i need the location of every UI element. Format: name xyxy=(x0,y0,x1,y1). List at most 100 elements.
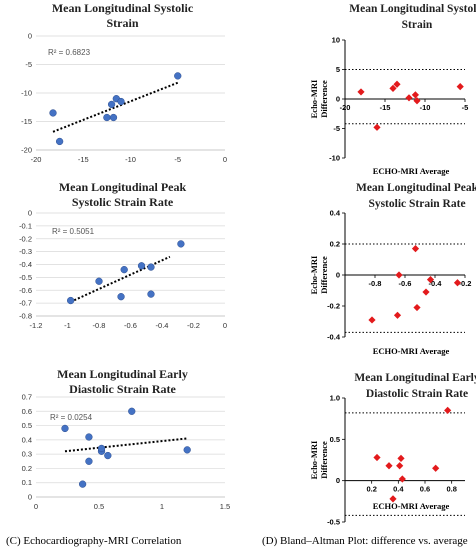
x-axis-label: ECHO-MRI Average xyxy=(373,346,450,356)
y-tick-label: 0.4 xyxy=(330,209,341,218)
x-tick-label: 0 xyxy=(223,155,227,164)
data-point xyxy=(109,113,118,122)
y-tick-label: 0.5 xyxy=(22,421,32,430)
data-point xyxy=(177,240,185,248)
y-tick-label: -0.2 xyxy=(19,234,32,243)
data-point xyxy=(103,113,111,122)
y-axis-label-line: Difference xyxy=(319,256,329,294)
x-tick-label: -0.2 xyxy=(187,321,200,330)
x-tick-label: 0.8 xyxy=(446,485,456,494)
x-tick-label: -20 xyxy=(31,155,42,164)
y-tick-label: -0.5 xyxy=(19,273,32,282)
chart-title-line: Strain xyxy=(106,16,138,30)
data-point xyxy=(422,288,430,296)
x-tick-label: 0.4 xyxy=(393,485,404,494)
chart-title-line: Systolic Strain Rate xyxy=(72,195,174,209)
data-point xyxy=(67,296,75,305)
y-tick-label: -0.7 xyxy=(19,299,32,308)
data-point xyxy=(147,263,155,271)
y-tick-label: -10 xyxy=(329,154,340,163)
x-tick-label: -0.6 xyxy=(124,321,137,330)
y-axis-label: Echo-MRIDifference xyxy=(309,79,329,118)
y-tick-label: -10 xyxy=(21,89,32,98)
r-squared-label: R² = 0.6823 xyxy=(48,48,91,57)
y-axis-label: Echo-MRIDifference xyxy=(309,255,329,294)
data-point xyxy=(55,137,64,146)
chart-title-line: Diastolic Strain Rate xyxy=(366,388,468,400)
data-point xyxy=(183,446,191,454)
y-tick-label: 0.1 xyxy=(22,478,32,487)
data-point xyxy=(396,462,404,470)
data-point xyxy=(413,97,421,105)
x-tick-label: -0.4 xyxy=(156,321,169,330)
data-point xyxy=(397,454,405,462)
data-point xyxy=(432,464,440,472)
y-axis-label-line: Echo-MRI xyxy=(309,79,319,118)
x-tick-label: 1 xyxy=(160,502,164,511)
data-point xyxy=(104,451,112,460)
y-tick-label: 1.0 xyxy=(330,394,340,403)
data-point xyxy=(444,406,452,414)
y-tick-label: 0.7 xyxy=(22,393,32,402)
y-axis-label-line: Echo-MRI xyxy=(309,255,319,294)
data-point xyxy=(147,290,155,298)
x-axis-label: ECHO-MRI Average xyxy=(373,166,450,176)
y-tick-label: 0.6 xyxy=(22,407,32,416)
r-squared-label: R² = 0.5051 xyxy=(52,227,95,236)
data-point xyxy=(405,94,413,102)
x-tick-label: -5 xyxy=(462,103,469,112)
chart-title-line: Mean Longitudinal Systolic xyxy=(349,3,476,15)
data-point xyxy=(368,316,376,324)
chart-6: Mean Longitudinal Early Diastolic Strain … xyxy=(309,372,476,527)
y-tick-label: 0 xyxy=(28,32,32,41)
chart-title-line: Mean Longitudinal Early xyxy=(354,372,476,384)
y-tick-label: -0.2 xyxy=(327,302,340,311)
data-point xyxy=(389,495,397,503)
x-tick-label: 0 xyxy=(223,321,227,330)
x-tick-label: -5 xyxy=(174,155,181,164)
x-tick-label: -1 xyxy=(64,321,71,330)
x-tick-label: -0.6 xyxy=(399,279,412,288)
data-point xyxy=(393,311,402,319)
y-tick-label: -0.4 xyxy=(327,333,341,342)
data-point xyxy=(174,72,182,80)
chart-title-line: Mean Longitudinal Systolic xyxy=(52,1,194,15)
data-point xyxy=(107,100,116,109)
y-tick-label: 10 xyxy=(332,36,340,45)
chart-title-line: Mean Longitudinal Peak xyxy=(59,180,187,194)
chart-5: Mean Longitudinal Peak Systolic Strain Ra… xyxy=(309,182,476,356)
y-tick-label: 0.2 xyxy=(330,240,340,249)
y-tick-label: -0.8 xyxy=(19,312,32,321)
y-tick-label: 0.4 xyxy=(22,435,32,444)
data-point xyxy=(95,277,103,285)
y-tick-label: -15 xyxy=(21,117,32,126)
y-tick-label: -20 xyxy=(21,146,32,155)
y-tick-label: 0.5 xyxy=(330,435,340,444)
y-tick-label: -0.5 xyxy=(327,518,340,527)
r-squared-label: R² = 0.0254 xyxy=(50,413,93,422)
y-tick-label: 5 xyxy=(336,65,340,74)
x-tick-label: 0 xyxy=(34,502,38,511)
data-point xyxy=(393,80,401,88)
x-tick-label: -0.8 xyxy=(369,279,382,288)
data-point xyxy=(61,424,69,433)
data-point xyxy=(395,271,403,279)
data-point xyxy=(373,123,381,131)
y-tick-label: 0.2 xyxy=(22,464,32,473)
y-axis-label-line: Difference xyxy=(319,80,329,118)
x-tick-label: -0.2 xyxy=(459,279,472,288)
chart-title-line: Mean Longitudinal Peak xyxy=(356,182,476,194)
data-point xyxy=(117,97,125,106)
data-point xyxy=(49,109,57,117)
data-point xyxy=(78,480,87,488)
x-tick-label: -20 xyxy=(340,103,351,112)
data-point xyxy=(453,279,462,287)
data-point xyxy=(411,91,419,99)
data-point xyxy=(373,453,381,462)
data-point xyxy=(398,475,406,483)
data-point xyxy=(85,433,93,441)
